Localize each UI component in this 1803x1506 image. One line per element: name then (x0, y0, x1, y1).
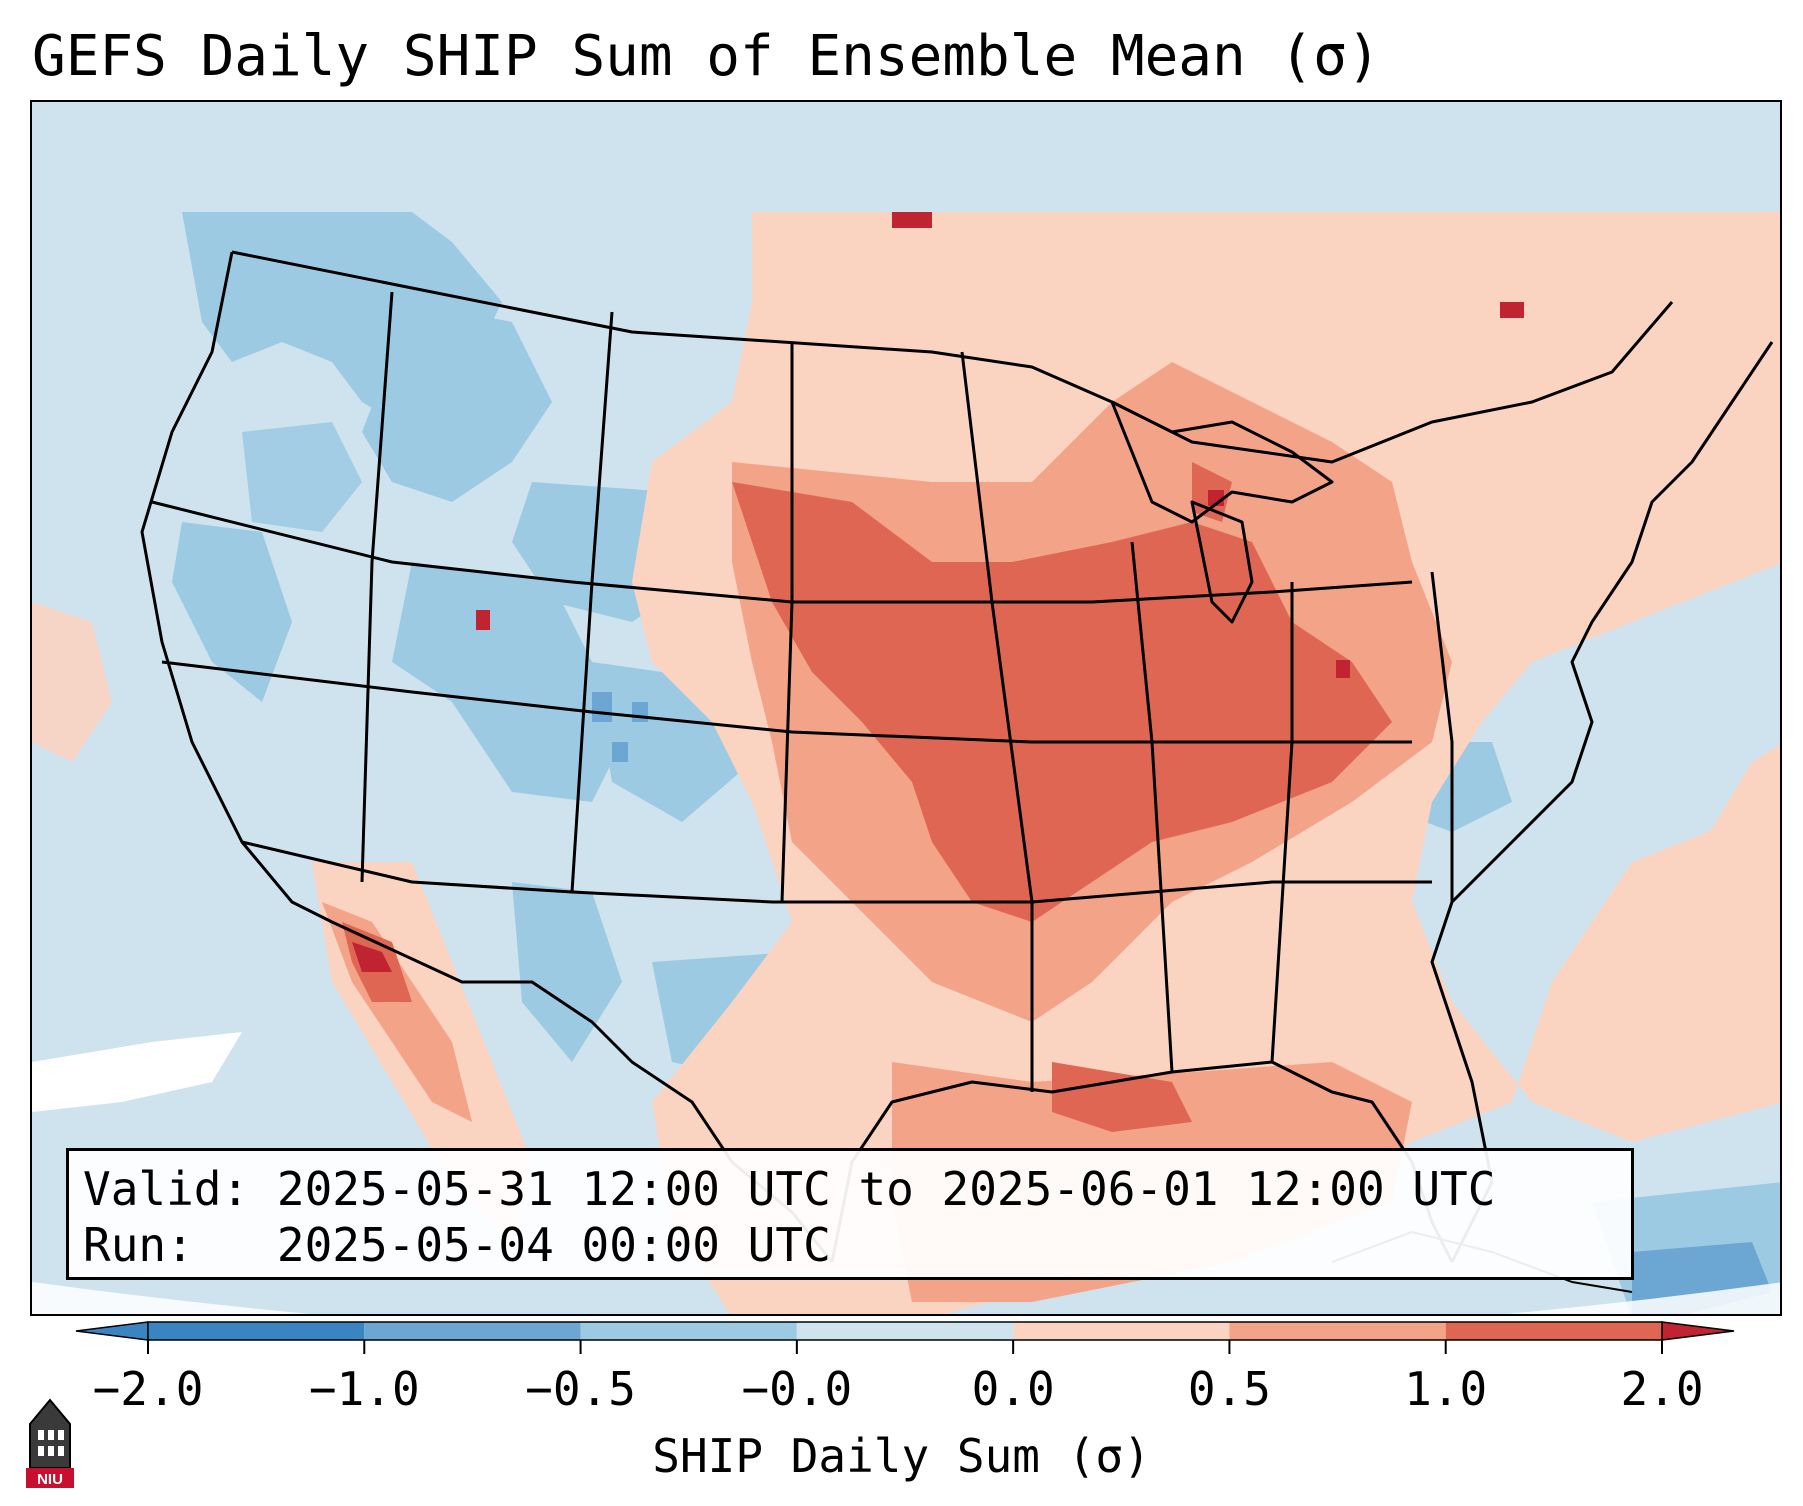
colorbar-segment (148, 1322, 365, 1340)
missing-data-patch (32, 1032, 242, 1112)
valid-run-info-box: Valid: 2025-05-31 12:00 UTC to 2025-06-0… (66, 1148, 1634, 1280)
colorbar-tick-label: 2.0 (1620, 1362, 1704, 1416)
niu-logo-icon: NIU (26, 1398, 74, 1488)
colorbar-extend-high (1661, 1321, 1735, 1341)
run-label: Run: (83, 1218, 194, 1272)
logo-text: NIU (37, 1471, 63, 1488)
colorbar-segment (364, 1322, 581, 1340)
valid-time-range: 2025-05-31 12:00 UTC to 2025-06-01 12:00… (276, 1162, 1496, 1216)
colorbar-segment (1445, 1322, 1662, 1340)
colorbar-tick-label: 1.0 (1404, 1362, 1488, 1416)
colorbar-segment (796, 1322, 1014, 1340)
colorbar-tick-label: −0.5 (525, 1362, 636, 1416)
colorbar-outline (147, 1321, 1663, 1341)
page-title: GEFS Daily SHIP Sum of Ensemble Mean (σ) (32, 24, 1381, 89)
colorbar-segment (1229, 1322, 1446, 1340)
colorbar-tick-label: −0.0 (741, 1362, 853, 1416)
colorbar-segment (1013, 1322, 1230, 1340)
colorbar-label: SHIP Daily Sum (σ) (652, 1429, 1151, 1483)
boundary-lines (140, 250, 1774, 1293)
colorbar-tick-label: 0.5 (1187, 1362, 1271, 1416)
colorbar-tick-label: −1.0 (308, 1362, 420, 1416)
colorbar-segment (580, 1322, 797, 1340)
run-time: 2025-05-04 00:00 UTC (276, 1218, 831, 1272)
colorbar-tick-label: −2.0 (92, 1362, 204, 1416)
colorbar-extend-low (75, 1321, 149, 1341)
map-panel (30, 100, 1782, 1316)
anomaly-map (32, 102, 1780, 1314)
colorbar-tick-label: 0.0 (971, 1362, 1055, 1416)
valid-label: Valid: (83, 1162, 250, 1216)
